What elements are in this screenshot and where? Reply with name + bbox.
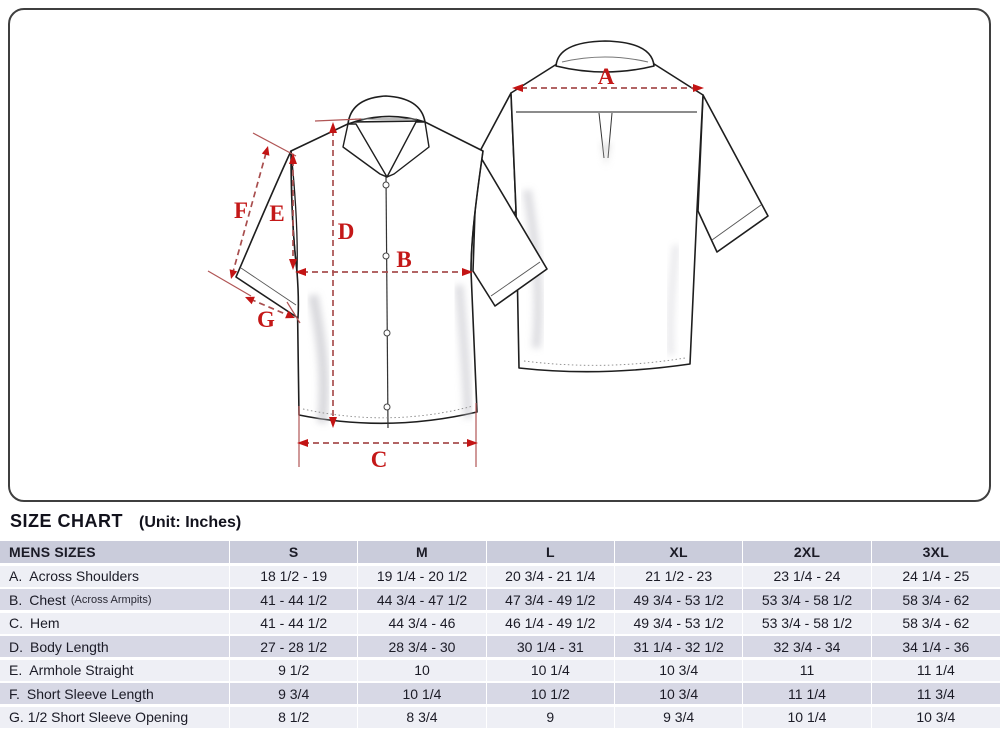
cell-value: 28 3/4 - 30 (358, 636, 487, 657)
table-header-row: MENS SIZES S M L XL 2XL 3XL (0, 541, 1000, 563)
cell-value: 41 - 44 1/2 (230, 589, 359, 610)
measure-label-d: D (338, 219, 355, 244)
cell-value: 32 3/4 - 34 (743, 636, 872, 657)
shirt-measurement-diagram: A B C D E F G (8, 8, 991, 502)
cell-value: 18 1/2 - 19 (230, 565, 359, 587)
cell-value: 10 1/4 (358, 683, 487, 704)
cell-value: 9 (487, 706, 615, 728)
cell-value: 41 - 44 1/2 (230, 612, 359, 634)
unit-note: (Unit: Inches) (139, 514, 242, 531)
cell-value: 9 3/4 (615, 706, 744, 728)
table-row-armhole-straight: E. Armhole Straight 9 1/2 10 10 1/4 10 3/… (0, 659, 1000, 681)
cell-value: 34 1/4 - 36 (902, 638, 970, 655)
size-table: MENS SIZES S M L XL 2XL 3XL A. Across Sho… (0, 541, 1000, 730)
row-label: D. Body Length (0, 636, 230, 657)
cell-value: 24 1/4 - 25 (902, 568, 970, 584)
cell-value: 10 3/4 (615, 683, 744, 704)
col-header-2xl: 2XL (743, 541, 872, 563)
col-header-3xl: 3XL (922, 544, 949, 560)
measure-label-a: A (598, 64, 615, 89)
col-header-s: S (230, 541, 359, 563)
row-label: A. Across Shoulders (0, 565, 230, 587)
cell-value: 44 3/4 - 46 (358, 612, 487, 634)
diagram-panel-border (8, 8, 991, 502)
measure-arrowheads (229, 84, 704, 447)
col-header-m: M (358, 541, 487, 563)
measure-tick-lines (207, 118, 477, 467)
row-key: E. (9, 662, 23, 678)
table-row-short-sleeve-length: F. Short Sleeve Length 9 3/4 10 1/4 10 1/… (0, 683, 1000, 704)
page-title: SIZE CHART (10, 511, 123, 531)
measure-label-e: E (269, 201, 284, 226)
measure-line-f (232, 152, 267, 273)
row-label-note: (Across Armpits) (70, 593, 152, 606)
row-label-text: Armhole Straight (29, 662, 134, 678)
cell-value: 49 3/4 - 53 1/2 (615, 589, 744, 610)
cell-value: 49 3/4 - 53 1/2 (615, 612, 744, 634)
cell-value: 10 1/4 (743, 706, 872, 728)
cell-value: 10 3/4 (615, 659, 744, 681)
cell-value: 20 3/4 - 21 1/4 (487, 565, 615, 587)
col-header-l: L (487, 541, 615, 563)
cell-value: 21 1/2 - 23 (615, 565, 744, 587)
row-label-text: Across Shoulders (29, 568, 139, 584)
row-label: B. Chest (Across Armpits) (0, 589, 230, 610)
cell-value: 58 3/4 - 62 (902, 615, 970, 631)
table-row-hem: C. Hem 41 - 44 1/2 44 3/4 - 46 46 1/4 - 4… (0, 612, 1000, 634)
col-header-xl: XL (615, 541, 744, 563)
cell-value: 10 (358, 659, 487, 681)
cell-value: 47 3/4 - 49 1/2 (487, 589, 615, 610)
cell-value: 10 1/4 (487, 659, 615, 681)
cell-value: 11 3/4 (916, 685, 955, 702)
row-label: F. Short Sleeve Length (0, 683, 230, 704)
cell-value: 58 3/4 - 62 (902, 591, 970, 608)
row-key: C. (9, 615, 23, 631)
cell-value: 10 3/4 (916, 709, 956, 725)
cell-value: 53 3/4 - 58 1/2 (743, 589, 872, 610)
row-key: A. (9, 568, 23, 584)
row-label-text: Hem (30, 615, 60, 631)
row-key: F. (9, 685, 20, 702)
table-row-across-shoulders: A. Across Shoulders 18 1/2 - 19 19 1/4 - … (0, 565, 1000, 587)
row-key: D. (9, 638, 23, 655)
row-label: G. 1/2 Short Sleeve Opening (0, 706, 230, 728)
cell-value: 8 1/2 (230, 706, 359, 728)
row-label-text: 1/2 Short Sleeve Opening (27, 709, 189, 725)
measure-label-f: F (234, 198, 248, 223)
cell-value: 30 1/4 - 31 (487, 636, 615, 657)
cell-value: 8 3/4 (358, 706, 487, 728)
cell-value: 31 1/4 - 32 1/2 (615, 636, 744, 657)
row-label-text: Body Length (30, 638, 109, 655)
cell-value: 11 1/4 (743, 683, 872, 704)
chart-title-row: SIZE CHART (Unit: Inches) (10, 511, 241, 532)
table-row-half-sleeve-opening: G. 1/2 Short Sleeve Opening 8 1/2 8 3/4 9… (0, 706, 1000, 728)
cell-value: 44 3/4 - 47 1/2 (358, 589, 487, 610)
row-label-text: Short Sleeve Length (26, 685, 154, 702)
cell-value: 9 1/2 (230, 659, 359, 681)
measure-label-b: B (396, 247, 411, 272)
measure-line-g (249, 298, 291, 317)
cell-value: 19 1/4 - 20 1/2 (358, 565, 487, 587)
cell-value: 46 1/4 - 49 1/2 (487, 612, 615, 634)
row-label-text: Chest (29, 591, 66, 608)
table-row-body-length: D. Body Length 27 - 28 1/2 28 3/4 - 30 30… (0, 636, 1000, 657)
measure-label-c: C (371, 447, 388, 472)
cell-value: 10 1/2 (487, 683, 615, 704)
cell-value: 27 - 28 1/2 (230, 636, 359, 657)
table-row-chest: B. Chest (Across Armpits) 41 - 44 1/2 44 3… (0, 589, 1000, 610)
cell-value: 23 1/4 - 24 (743, 565, 872, 587)
row-label: C. Hem (0, 612, 230, 634)
cell-value: 11 1/4 (916, 662, 955, 678)
row-key: G. (9, 709, 24, 725)
measure-label-g: G (257, 307, 275, 332)
col-header-mens-sizes: MENS SIZES (0, 541, 230, 563)
cell-value: 53 3/4 - 58 1/2 (743, 612, 872, 634)
cell-value: 11 (743, 659, 872, 681)
row-key: B. (9, 591, 23, 608)
row-label: E. Armhole Straight (0, 659, 230, 681)
cell-value: 9 3/4 (230, 683, 359, 704)
measurement-arrows: A B C D E F G (207, 64, 704, 472)
